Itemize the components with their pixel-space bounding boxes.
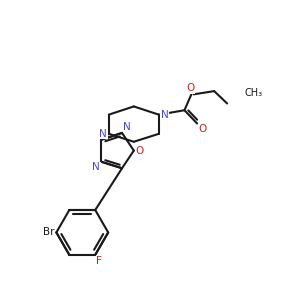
- Text: O: O: [199, 124, 207, 134]
- Text: N: N: [99, 129, 107, 139]
- Text: Br: Br: [43, 227, 55, 237]
- Text: CH₃: CH₃: [244, 88, 262, 98]
- Text: N: N: [92, 162, 100, 172]
- Text: N: N: [123, 122, 131, 132]
- Text: O: O: [136, 146, 144, 156]
- Text: N: N: [160, 110, 168, 120]
- Text: O: O: [187, 83, 195, 93]
- Text: F: F: [96, 256, 102, 266]
